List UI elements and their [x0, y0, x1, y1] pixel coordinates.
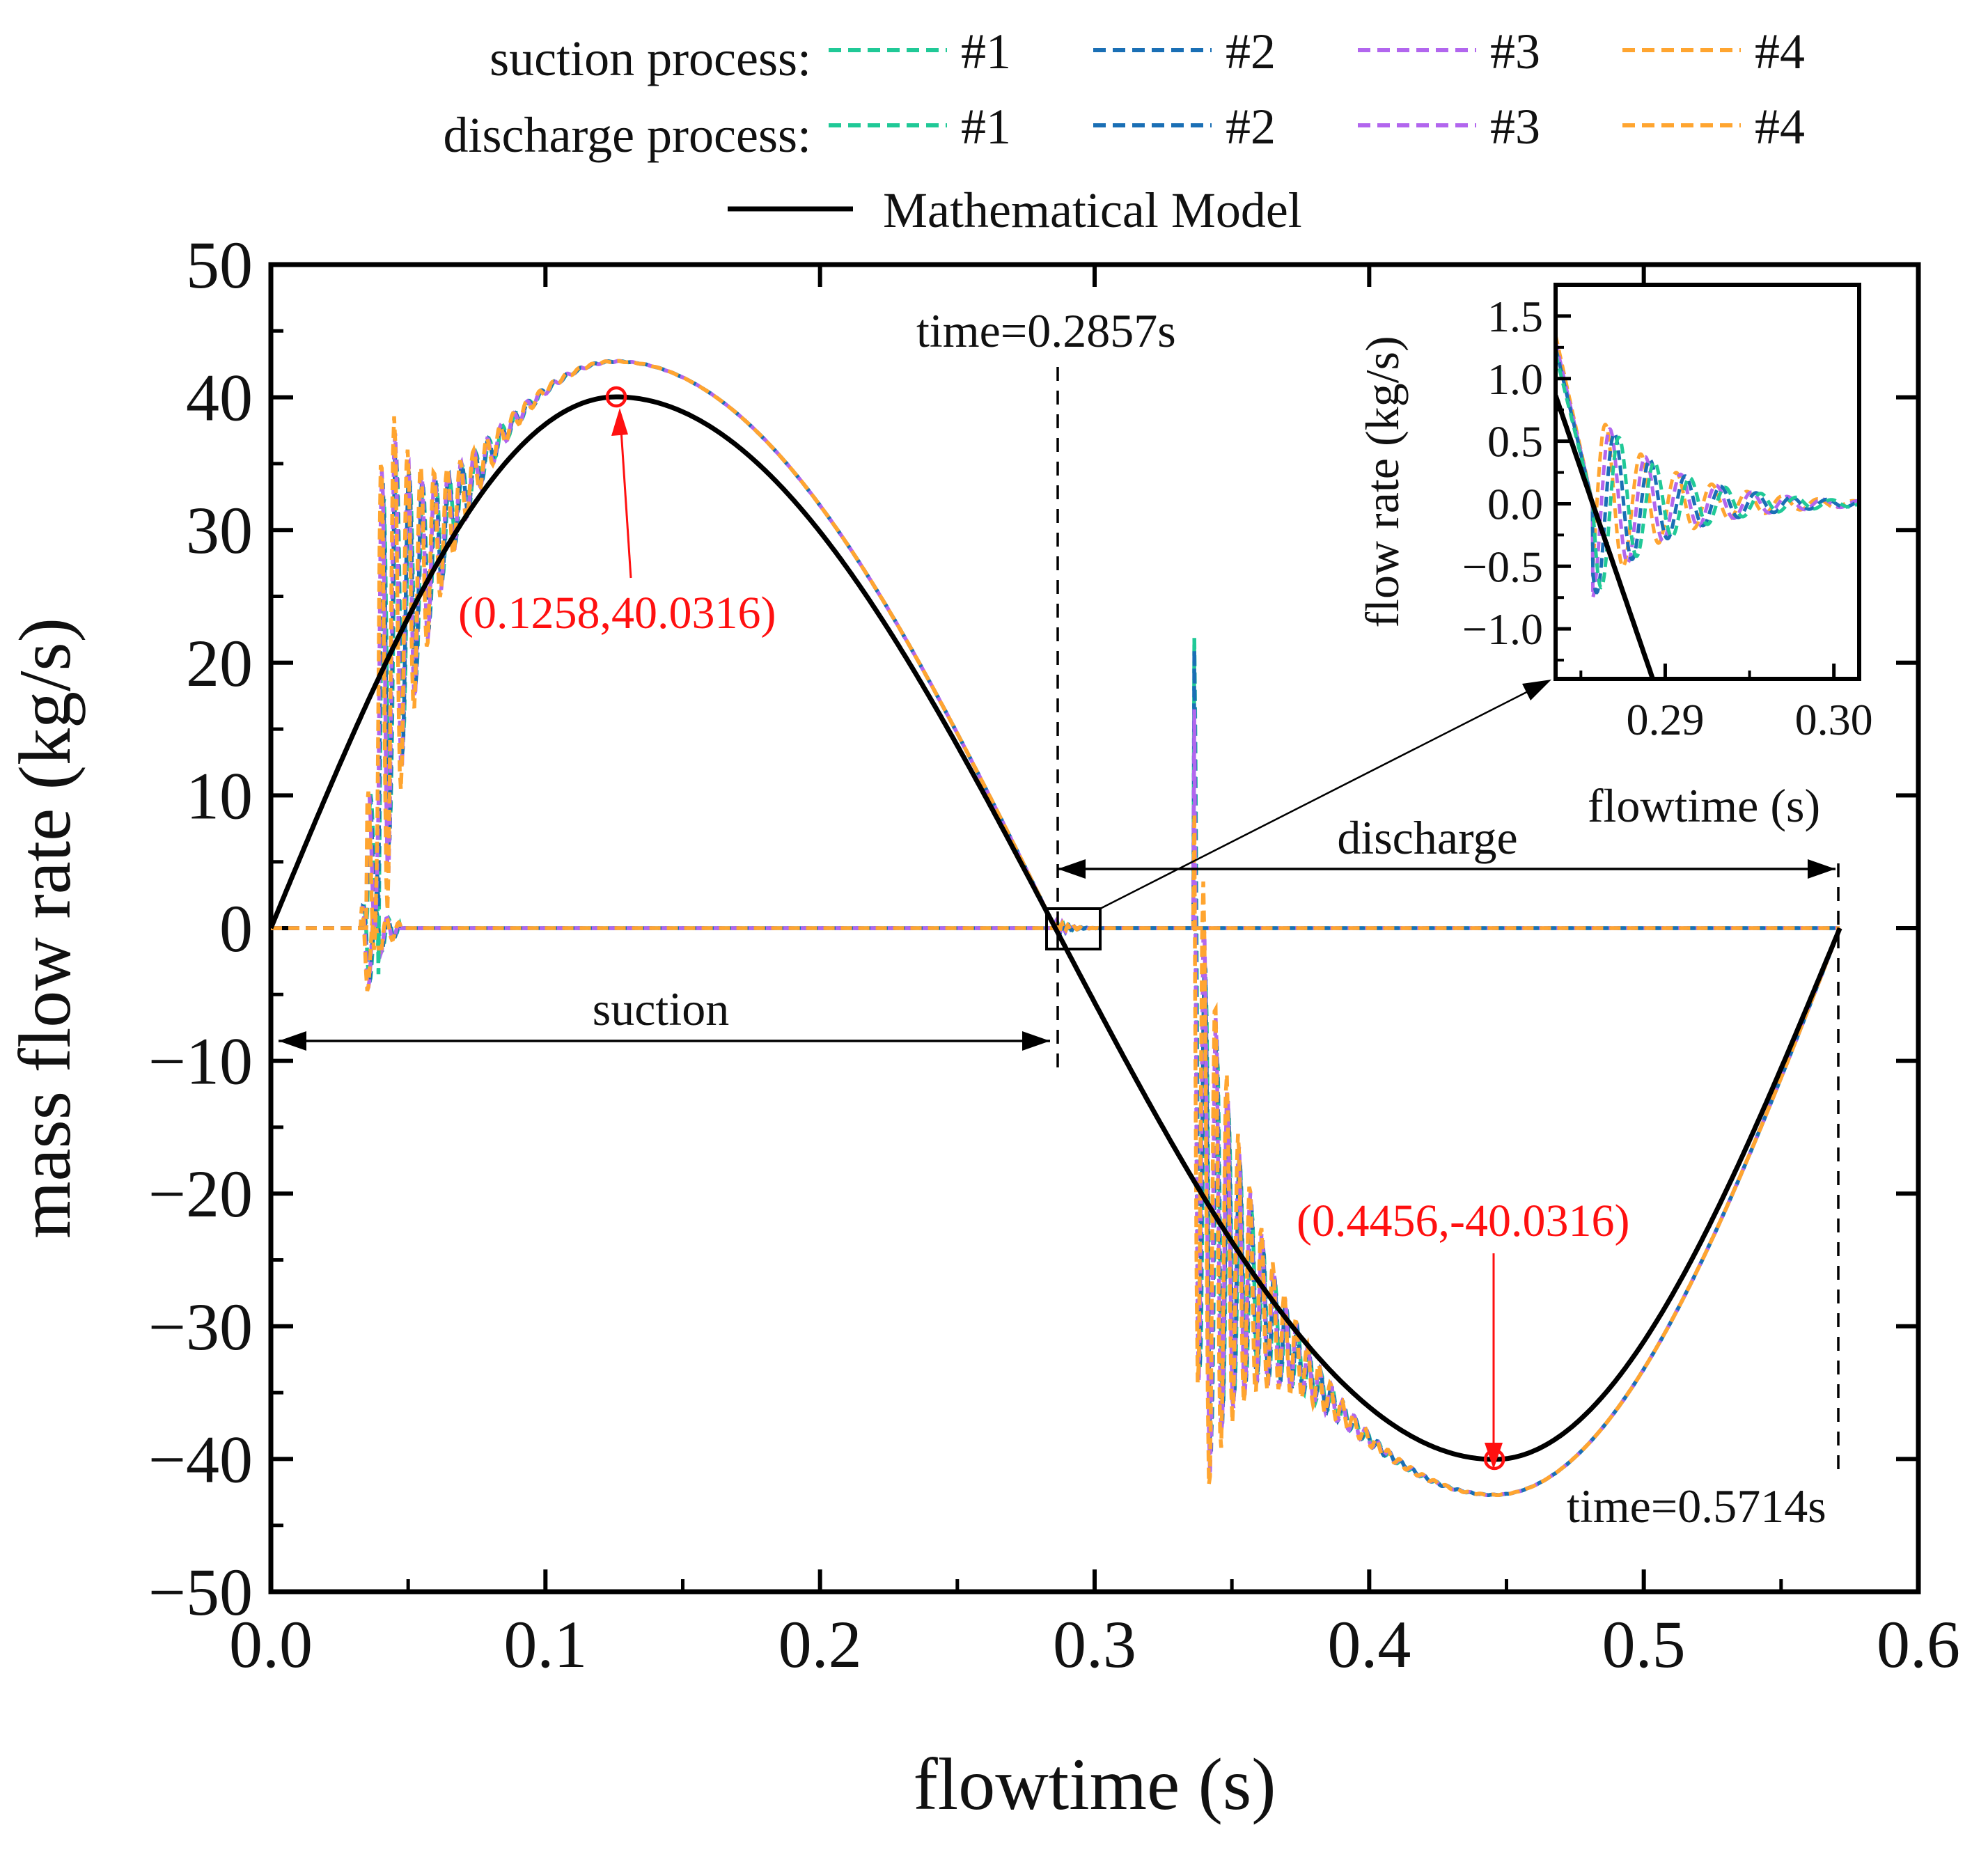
inset-x-tick-label: 0.30 — [1795, 695, 1873, 744]
suction-process-series-4 — [271, 359, 1840, 950]
inset-model-line — [1556, 394, 1656, 679]
legend-suction-case-2: #2 — [1226, 24, 1276, 79]
legend-discharge-case-2: #2 — [1226, 99, 1276, 155]
inset-y-tick-label: −1.0 — [1462, 604, 1543, 654]
inset-y-tick-label: 1.0 — [1487, 354, 1543, 404]
time-end-label: time=0.5714s — [1567, 1480, 1826, 1533]
legend-discharge-case-4: #4 — [1755, 99, 1805, 155]
x-tick-label: 0.5 — [1602, 1607, 1686, 1682]
legend-model-label: Mathematical Model — [883, 182, 1302, 238]
y-tick-label: 30 — [186, 493, 253, 567]
y-tick-label: −40 — [148, 1422, 253, 1496]
y-tick-label: −10 — [148, 1024, 253, 1099]
x-tick-label: 0.3 — [1053, 1607, 1136, 1682]
suction-label: suction — [593, 982, 729, 1035]
y-tick-label: 0 — [219, 891, 253, 966]
y-tick-label: −30 — [148, 1290, 253, 1364]
peak-label: (0.1258,40.0316) — [458, 588, 776, 638]
inset-series-4 — [1556, 334, 1859, 568]
time-mid-label: time=0.2857s — [916, 304, 1176, 357]
discharge-process-series-2 — [271, 650, 1842, 1497]
inset-series-3 — [1556, 340, 1859, 598]
legend-suction-case-3: #3 — [1490, 24, 1540, 79]
zoom-box — [1045, 907, 1102, 950]
inset-y-tick-label: 0.5 — [1487, 417, 1543, 467]
peak-marker — [605, 386, 627, 408]
x-tick-label: 0.0 — [229, 1607, 313, 1682]
y-tick-label: 50 — [186, 228, 253, 302]
legend-discharge-label: discharge process: — [443, 107, 811, 163]
legend-suction-case-1: #1 — [961, 24, 1011, 79]
y-axis-title: mass flow rate (kg/s) — [4, 618, 86, 1239]
inset-series-2 — [1556, 347, 1859, 595]
legend-suction-label: suction process: — [490, 31, 811, 86]
inset-ylabel: flow rate (kg/s) — [1356, 336, 1409, 627]
x-tick-label: 0.6 — [1877, 1607, 1960, 1682]
x-tick-label: 0.4 — [1327, 1607, 1411, 1682]
y-tick-label: 10 — [186, 758, 253, 833]
inset-y-tick-label: −0.5 — [1462, 542, 1543, 591]
discharge-process-series-1 — [271, 638, 1842, 1497]
legend: suction process: discharge process: #1 #2… — [443, 24, 1805, 238]
inset-y-tick-label: 1.5 — [1487, 292, 1543, 341]
legend-suction-case-4: #4 — [1755, 24, 1805, 79]
y-tick-label: −50 — [148, 1555, 253, 1629]
inset-chart: 0.29 0.30 1.5 1.0 0.5 0.0 −0.5 −1.0 flowtime (s… — [1356, 283, 1873, 832]
zoom-connector — [1099, 681, 1547, 910]
x-tick-label: 0.1 — [503, 1607, 587, 1682]
inset-xlabel: flowtime (s) — [1588, 779, 1820, 832]
inset-series-1 — [1556, 353, 1859, 590]
peak-arrow — [619, 418, 632, 579]
legend-discharge-case-1: #1 — [961, 99, 1011, 155]
y-tick-label: 20 — [186, 626, 253, 700]
discharge-label: discharge — [1337, 811, 1517, 864]
annotations: time=0.2857s time=0.5714s suction discha… — [279, 304, 1840, 1533]
inset-x-tick-label: 0.29 — [1626, 695, 1704, 744]
legend-discharge-case-3: #3 — [1490, 99, 1540, 155]
x-axis-title: flowtime (s) — [913, 1744, 1276, 1825]
y-tick-label: −20 — [148, 1157, 253, 1231]
x-tick-label: 0.2 — [778, 1607, 862, 1682]
trough-label: (0.4456,-40.0316) — [1297, 1196, 1629, 1246]
y-tick-label: 40 — [186, 361, 253, 435]
inset-frame — [1553, 283, 1861, 681]
mathematical-model-line — [271, 394, 1842, 1462]
inset-y-tick-label: 0.0 — [1487, 479, 1543, 528]
